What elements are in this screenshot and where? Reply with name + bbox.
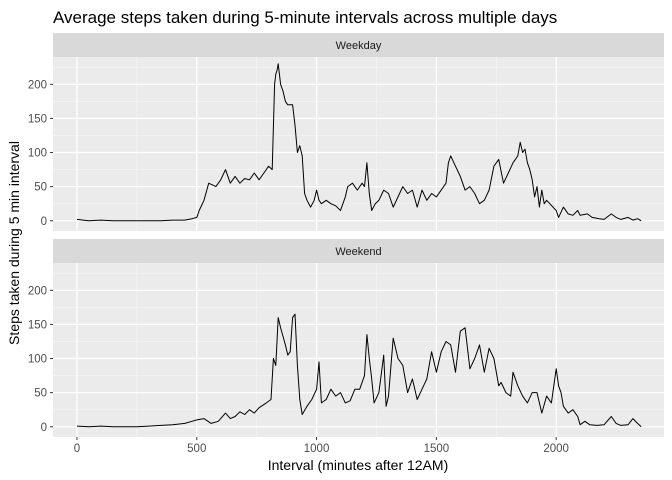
y-tick-label: 50 (34, 182, 47, 194)
y-tick-label: 150 (28, 113, 47, 125)
x-axis: 0 500 1000 1500 2000 (74, 437, 569, 455)
x-tick-label: 1000 (304, 443, 330, 455)
y-axes: 0 50 100 150 200 0 50 100 150 200 (28, 79, 53, 434)
panel-weekend: Weekend (53, 239, 664, 437)
x-axis-title: Interval (minutes after 12AM) (268, 457, 449, 473)
y-tick-label: 0 (41, 422, 47, 434)
x-tick-label: 0 (74, 443, 80, 455)
facet-strip-label: Weekend (335, 246, 381, 258)
y-axis-weekend: 0 50 100 150 200 (28, 285, 53, 434)
x-tick-label: 500 (187, 443, 206, 455)
panel-weekday: Weekday (53, 33, 664, 231)
y-tick-label: 200 (28, 79, 47, 91)
series-line-weekday (76, 63, 642, 222)
y-tick-label: 100 (28, 354, 47, 366)
chart-title: Average steps taken during 5-minute inte… (53, 8, 557, 27)
facet-strip-label: Weekday (336, 40, 382, 52)
facet-strip (53, 239, 664, 263)
y-tick-label: 200 (28, 285, 47, 297)
panel-background (53, 57, 664, 231)
x-tick-label: 1500 (424, 443, 450, 455)
panel-background (53, 263, 664, 437)
y-tick-label: 50 (34, 388, 47, 400)
y-tick-label: 150 (28, 319, 47, 331)
x-tick-label: 2000 (543, 443, 569, 455)
facet-panels: Weekday Weekend (53, 33, 664, 437)
y-axis-weekday: 0 50 100 150 200 (28, 79, 53, 228)
series-line-weekend (76, 313, 642, 428)
y-tick-label: 100 (28, 148, 47, 160)
facet-strip (53, 33, 664, 57)
y-axis-title: Steps taken during 5 min interval (6, 141, 22, 345)
y-tick-label: 0 (41, 216, 47, 228)
